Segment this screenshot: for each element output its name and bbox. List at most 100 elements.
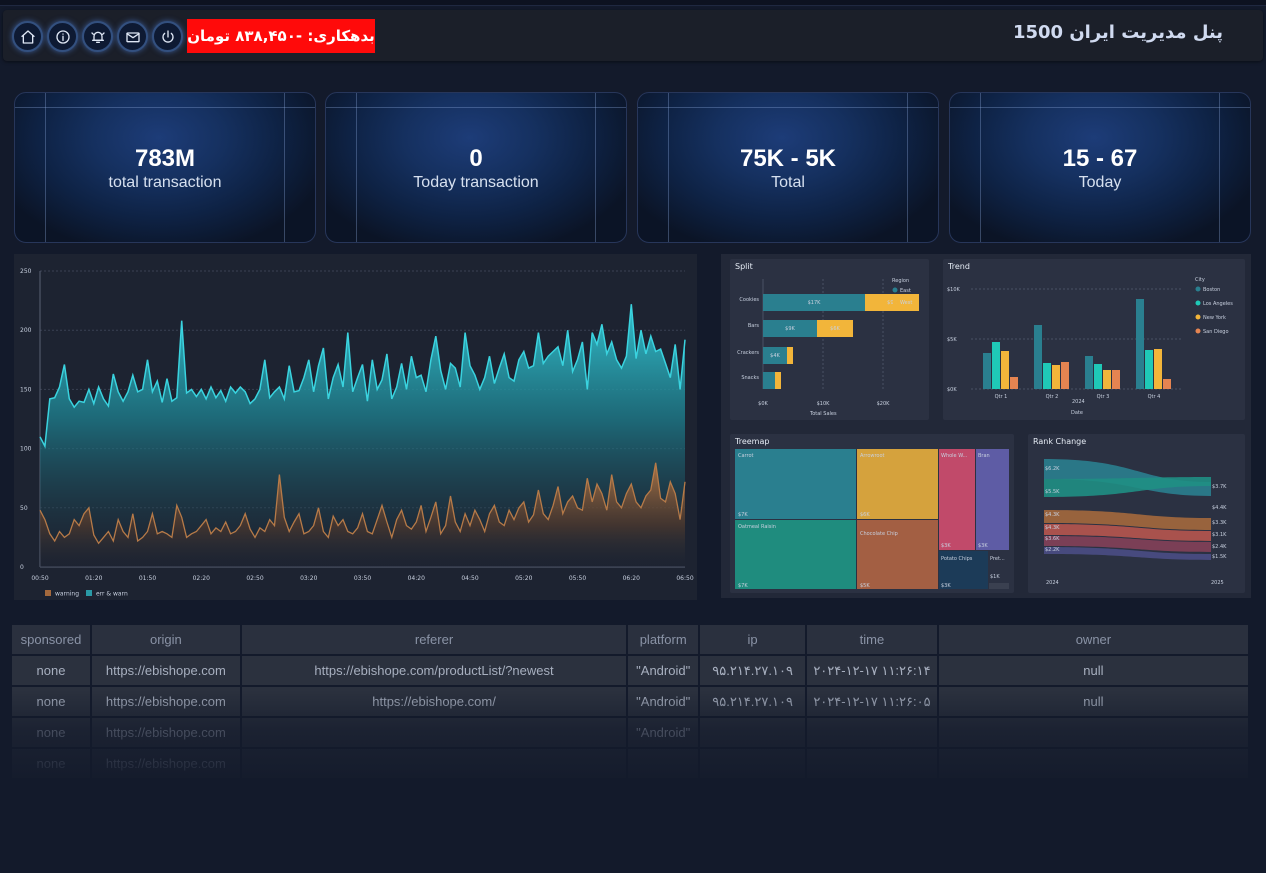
- trend-bar[interactable]: [1112, 370, 1120, 389]
- split-category-label: Bars: [748, 323, 760, 329]
- trend-bar[interactable]: [1103, 370, 1111, 389]
- err-warn-series-line: [39, 304, 686, 449]
- bell-icon: [90, 31, 105, 43]
- split-data-label: $4K: [770, 353, 780, 359]
- legend-label-err-warn: err & warn: [96, 591, 128, 598]
- stat-card-total: 75K - 5K Total: [637, 92, 939, 243]
- trend-bar[interactable]: [1085, 356, 1093, 389]
- trend-bar[interactable]: [1034, 325, 1042, 389]
- info-button[interactable]: [47, 21, 78, 52]
- svg-text:$5K: $5K: [860, 583, 870, 589]
- trend-bar[interactable]: [1052, 365, 1060, 389]
- treemap-tile-bran[interactable]: Bran $3K: [976, 449, 1009, 550]
- trend-x-tick: Qtr 4: [1148, 394, 1161, 400]
- trend-bar[interactable]: [1001, 351, 1009, 389]
- home-button[interactable]: [12, 21, 43, 52]
- split-x-tick: $0K: [758, 401, 768, 407]
- treemap-tile-whole-wheat[interactable]: Whole W... $3K: [939, 449, 975, 550]
- svg-text:$1K: $1K: [990, 574, 1000, 580]
- table-cell-referer: https://ebishope.com/: [241, 687, 627, 716]
- treemap-title: Treemap: [735, 437, 770, 446]
- trend-bar[interactable]: [1094, 364, 1102, 389]
- trend-y-tick: $10K: [947, 287, 961, 293]
- column-header-time[interactable]: time: [807, 625, 937, 654]
- split-bar-east[interactable]: [763, 294, 865, 311]
- split-chart-title: Split: [735, 262, 753, 271]
- table-cell-time: [807, 718, 937, 747]
- split-bar-west[interactable]: [865, 294, 919, 311]
- messages-button[interactable]: [117, 21, 148, 52]
- stat-value: 783M: [134, 145, 196, 172]
- treemap-tile-pretzels[interactable]: Pret... $1K: [989, 551, 1009, 582]
- notifications-button[interactable]: [82, 21, 113, 52]
- trend-legend-swatch: [1195, 286, 1201, 292]
- table-body: none https://ebishope.com https://ebishope…: [12, 656, 1248, 778]
- trend-bar[interactable]: [1163, 379, 1171, 389]
- trend-legend-swatch: [1195, 314, 1201, 320]
- trend-bar[interactable]: [1145, 350, 1153, 389]
- x-tick-label: 05:50: [569, 575, 586, 582]
- treemap-tile-arrowroot[interactable]: Arrowroot $6K: [857, 449, 938, 519]
- stat-label: Total: [771, 174, 805, 191]
- x-tick-label: 05:20: [515, 575, 532, 582]
- svg-text:$3K: $3K: [978, 543, 988, 549]
- treemap-tile-carrot[interactable]: Carrot $7K: [735, 449, 856, 519]
- svg-text:Chocolate Chip: Chocolate Chip: [860, 531, 898, 537]
- rank-right-label: $1.5K: [1212, 554, 1227, 560]
- trend-bar[interactable]: [992, 342, 1000, 389]
- treemap-tile-potato-chips[interactable]: Potato Chips $3K: [939, 551, 988, 589]
- column-header-platform[interactable]: platform: [628, 625, 699, 654]
- treemap-tile-oatmeal-raisin[interactable]: Oatmeal Raisin $7K: [735, 520, 856, 589]
- table-cell-origin: https://ebishope.com: [91, 749, 240, 778]
- logout-button[interactable]: [152, 21, 183, 52]
- trend-bar[interactable]: [1043, 363, 1051, 389]
- table-cell-referer: [241, 718, 627, 747]
- rank-right-label: $2.4K: [1212, 544, 1227, 550]
- treemap-tile-chocolate-chip[interactable]: Chocolate Chip $5K: [857, 520, 938, 589]
- table-row[interactable]: none https://ebishope.com: [12, 749, 1248, 778]
- column-header-origin[interactable]: origin: [91, 625, 240, 654]
- rank-left-label: $5.5K: [1045, 489, 1060, 495]
- trend-bar[interactable]: [1061, 362, 1069, 389]
- trend-bar[interactable]: [983, 353, 991, 389]
- split-bar-east[interactable]: [763, 347, 787, 364]
- visits-table: sponsored origin referer platform ip time owne…: [12, 623, 1249, 780]
- column-header-owner[interactable]: owner: [938, 625, 1248, 654]
- card-grid-line: [45, 93, 46, 242]
- split-bar-west[interactable]: [817, 320, 853, 337]
- trend-legend-label: Boston: [1203, 287, 1220, 293]
- column-header-sponsored[interactable]: sponsored: [12, 625, 90, 654]
- svg-text:Potato Chips: Potato Chips: [941, 556, 973, 562]
- rank-band: [1044, 510, 1211, 530]
- split-bar-west[interactable]: [775, 372, 781, 389]
- column-header-ip[interactable]: ip: [700, 625, 806, 654]
- table-row[interactable]: none https://ebishope.com https://ebishope…: [12, 687, 1248, 716]
- split-bar-east[interactable]: [763, 372, 775, 389]
- table-cell-sponsored: none: [12, 687, 90, 716]
- card-grid-line: [326, 107, 626, 108]
- trend-x-tick: Qtr 2: [1046, 394, 1059, 400]
- table-cell-origin: https://ebishope.com: [91, 656, 240, 685]
- page-title: پنل مدیریت ایران 1500: [1012, 22, 1223, 43]
- rank-right-label: $4.4K: [1212, 505, 1227, 511]
- trend-x-tick: Qtr 1: [995, 394, 1008, 400]
- rank-right-label: $3.7K: [1212, 484, 1227, 490]
- split-category-label: Crackers: [737, 350, 759, 356]
- svg-text:$6K: $6K: [860, 512, 870, 518]
- table-cell-referer: [241, 749, 627, 778]
- split-bar-west[interactable]: [787, 347, 793, 364]
- stat-label: total transaction: [108, 174, 222, 191]
- split-bar-east[interactable]: [763, 320, 817, 337]
- trend-bar[interactable]: [1136, 299, 1144, 389]
- table-row[interactable]: none https://ebishope.com "Android": [12, 718, 1248, 747]
- column-header-referer[interactable]: referer: [241, 625, 627, 654]
- split-chart: Split Cookies $17K $9K Bars $9K $6K Crackers $4…: [730, 259, 929, 420]
- trend-bar[interactable]: [1010, 377, 1018, 389]
- trend-legend-swatch: [1195, 300, 1201, 306]
- table-cell-ip: [700, 749, 806, 778]
- rank-band: [1044, 547, 1211, 560]
- trend-bar[interactable]: [1154, 349, 1162, 389]
- table-cell-origin: https://ebishope.com: [91, 718, 240, 747]
- table-row[interactable]: none https://ebishope.com https://ebishope…: [12, 656, 1248, 685]
- split-data-label: $6K: [830, 326, 840, 332]
